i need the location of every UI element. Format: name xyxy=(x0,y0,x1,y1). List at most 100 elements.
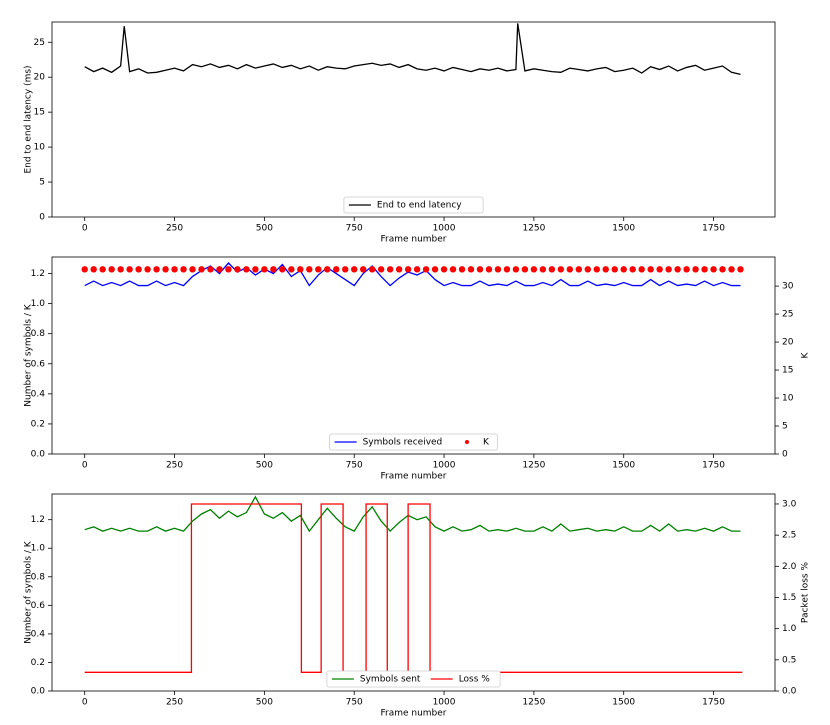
y-tick-label: 0.8 xyxy=(31,572,46,582)
x-tick-label: 500 xyxy=(256,224,273,234)
scatter-point xyxy=(467,266,475,273)
y-tick-label: 0.4 xyxy=(31,389,46,399)
scatter-point xyxy=(225,266,232,273)
legend: End to end latency xyxy=(343,196,484,214)
scatter-point xyxy=(99,266,106,273)
plot-area xyxy=(51,256,776,455)
scatter-point xyxy=(494,266,502,273)
scatter-point xyxy=(162,266,169,273)
y2-tick-label: 0 xyxy=(782,450,788,460)
scatter-point xyxy=(521,266,529,273)
x-tick-label: 1000 xyxy=(433,698,456,708)
y-axis-label: Number of symbols / K xyxy=(24,540,34,643)
scatter-point xyxy=(306,266,313,273)
y2-axis-label: Packet loss % xyxy=(801,562,811,624)
y-tick-label: 1.0 xyxy=(31,299,46,309)
scatter-point xyxy=(90,266,97,273)
scatter-point xyxy=(395,266,403,273)
y-tick-label: 0 xyxy=(39,213,45,223)
x-tick-label: 750 xyxy=(346,461,363,471)
scatter-point xyxy=(620,266,627,273)
scatter-point xyxy=(656,266,663,273)
scatter-point xyxy=(377,266,385,273)
legend-label: Symbols received xyxy=(363,438,443,448)
y-tick-label: 0.2 xyxy=(31,419,45,429)
scatter-point xyxy=(476,266,484,273)
scatter-point xyxy=(566,266,574,273)
scatter-point xyxy=(81,266,88,273)
y-tick-label: 0.6 xyxy=(31,359,46,369)
y-tick-label: 0.0 xyxy=(31,687,46,697)
y2-tick-label: 30 xyxy=(782,282,794,292)
x-tick-label: 1000 xyxy=(433,461,456,471)
x-tick-label: 1000 xyxy=(433,224,456,234)
x-tick-label: 1250 xyxy=(522,698,545,708)
x-tick-label: 1750 xyxy=(702,224,725,234)
scatter-point xyxy=(126,266,133,273)
y2-tick-label: 0.0 xyxy=(782,687,797,697)
scatter-point xyxy=(207,266,214,273)
scatter-point xyxy=(728,266,735,273)
scatter-point xyxy=(368,266,376,273)
series-line xyxy=(84,495,741,533)
scatter-point xyxy=(557,266,565,273)
y-tick-label: 15 xyxy=(34,108,45,118)
plot-area xyxy=(51,493,776,692)
scatter-point xyxy=(252,266,259,273)
scatter-point xyxy=(153,266,160,273)
scatter-point xyxy=(270,266,277,273)
scatter-point xyxy=(413,266,421,273)
scatter-point xyxy=(216,266,223,273)
x-tick-label: 0 xyxy=(82,224,88,234)
x-tick-label: 750 xyxy=(346,698,363,708)
scatter-point xyxy=(548,266,556,273)
scatter-point xyxy=(719,266,726,273)
scatter-point xyxy=(243,266,250,273)
panel: 0 250 500 750 1000 1250 1500 17500.00.20.40.60.… xyxy=(24,493,811,719)
x-tick-label: 250 xyxy=(166,698,183,708)
scatter-point xyxy=(575,266,582,273)
scatter-point xyxy=(404,266,412,273)
x-axis-label: Frame number xyxy=(380,235,446,245)
panel: 0 250 500 750 1000 1250 1500 1750 0 5 10 15 20 25 Fram… xyxy=(24,21,776,245)
scatter-point xyxy=(261,266,268,273)
y-tick-label: 0.8 xyxy=(31,329,46,339)
scatter-point xyxy=(539,266,547,273)
scatter-point xyxy=(584,266,591,273)
series-line xyxy=(84,262,741,287)
scatter-point xyxy=(279,266,286,273)
scatter-point xyxy=(359,266,367,273)
y-tick-label: 1.2 xyxy=(31,269,45,279)
legend: Symbols sent Loss % xyxy=(326,670,501,688)
y2-tick-label: 2.0 xyxy=(782,562,797,572)
scatter-point xyxy=(647,266,654,273)
x-tick-label: 1500 xyxy=(612,698,635,708)
scatter-point xyxy=(297,266,304,273)
scatter-point xyxy=(171,266,178,273)
x-tick-label: 250 xyxy=(166,461,183,471)
y-tick-label: 25 xyxy=(34,38,45,48)
y2-tick-label: 15 xyxy=(782,366,793,376)
y-tick-label: 10 xyxy=(34,143,46,153)
scatter-point xyxy=(458,266,466,273)
panel: 0 250 500 750 1000 1250 1500 17500.00.20.40.60.… xyxy=(24,256,811,482)
scatter-point xyxy=(674,266,681,273)
scatter-point xyxy=(440,266,448,273)
scatter-point xyxy=(485,266,493,273)
legend-label: Loss % xyxy=(459,675,491,685)
x-tick-label: 1750 xyxy=(702,461,725,471)
y2-tick-label: 3.0 xyxy=(782,499,797,509)
x-tick-label: 0 xyxy=(82,461,88,471)
x-axis-label: Frame number xyxy=(380,472,446,482)
y-tick-label: 0.2 xyxy=(31,658,45,668)
legend: Symbols received K xyxy=(329,433,498,451)
y-tick-label: 5 xyxy=(39,178,45,188)
x-tick-label: 1500 xyxy=(612,461,635,471)
scatter-point xyxy=(701,266,708,273)
y-axis-label: Number of symbols / K xyxy=(24,303,34,406)
y2-tick-label: 2.5 xyxy=(782,531,796,541)
scatter-point xyxy=(530,266,538,273)
y2-tick-label: 1.5 xyxy=(782,593,796,603)
scatter-point xyxy=(135,266,142,273)
